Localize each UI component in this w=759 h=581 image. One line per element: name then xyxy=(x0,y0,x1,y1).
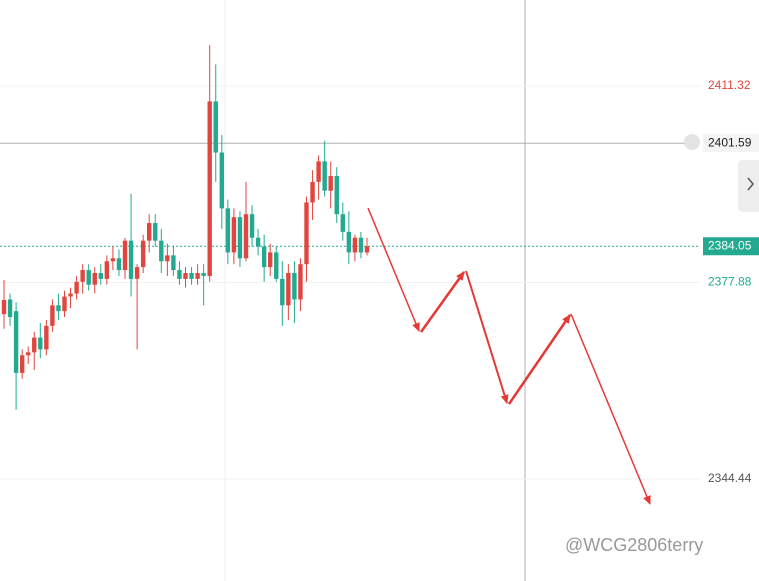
candle-body xyxy=(147,223,152,241)
candle-body xyxy=(352,237,358,253)
candle-body xyxy=(165,255,170,262)
candle-body xyxy=(364,246,370,253)
candle-body xyxy=(32,337,37,353)
candle-body xyxy=(334,176,339,215)
candle-body xyxy=(134,267,140,279)
candle-body xyxy=(261,246,267,268)
candle-body xyxy=(249,214,255,238)
candle-body xyxy=(122,240,128,271)
candle-body xyxy=(316,161,321,182)
candle-body xyxy=(50,305,55,326)
candle-body xyxy=(104,261,110,279)
candle-body xyxy=(1,300,7,315)
crosshair-label-bg xyxy=(703,134,759,153)
candle-body xyxy=(237,217,243,259)
candle-body xyxy=(340,214,345,232)
candle-body xyxy=(243,214,249,259)
side-tab[interactable] xyxy=(738,160,759,212)
watermark: @WCG2806terry xyxy=(565,535,703,555)
candle-body xyxy=(310,181,315,203)
y-tick-label: 2411.32 xyxy=(708,78,751,92)
candle-body xyxy=(177,270,182,279)
candle-body xyxy=(86,270,91,285)
candle-body xyxy=(13,311,19,373)
tab-arrow xyxy=(747,177,754,191)
candle-body xyxy=(62,296,67,312)
candle-body xyxy=(68,293,73,297)
candle-body xyxy=(231,217,237,253)
candle-body xyxy=(358,237,364,253)
candle-body xyxy=(26,352,31,356)
candle-body xyxy=(171,255,176,271)
candle-body xyxy=(98,272,103,279)
candle-body xyxy=(213,101,218,153)
candle-body xyxy=(298,264,303,300)
candle-body xyxy=(19,355,25,373)
candle-body xyxy=(116,258,122,271)
candle-body xyxy=(74,281,79,294)
candle-body xyxy=(255,237,261,247)
candle-body xyxy=(225,208,231,253)
candle-body xyxy=(140,240,146,268)
candle-body xyxy=(286,272,291,306)
arrow xyxy=(465,270,509,404)
candle-body xyxy=(183,272,188,279)
candle-body xyxy=(153,223,158,241)
candle-body xyxy=(346,231,352,253)
candle-body xyxy=(110,258,116,262)
candle-body xyxy=(56,305,61,312)
candle-body xyxy=(268,252,273,268)
candle-body xyxy=(304,202,309,265)
last-price-label: 2384.05 xyxy=(708,238,752,252)
alert-icon[interactable] xyxy=(684,134,700,150)
candle-body xyxy=(219,152,224,209)
candle-body xyxy=(128,240,134,279)
candle-body xyxy=(280,278,285,306)
candle-body xyxy=(80,270,85,282)
candle-body xyxy=(328,176,333,191)
candle-body xyxy=(207,101,212,276)
candle-body xyxy=(7,299,13,318)
projection xyxy=(367,207,651,505)
arrow xyxy=(570,313,651,505)
candle-body xyxy=(322,161,327,191)
arrow xyxy=(419,271,466,333)
y-tick-label: 2344.44 xyxy=(708,471,752,485)
candle-body xyxy=(189,272,194,279)
candle-body xyxy=(195,272,200,279)
candle-body xyxy=(159,240,164,262)
candle-body xyxy=(274,252,279,279)
arrow xyxy=(367,207,420,332)
candle-body xyxy=(292,272,297,300)
arrow xyxy=(507,314,572,405)
candle-body xyxy=(38,337,43,350)
candle-body xyxy=(44,325,49,350)
candle-body xyxy=(92,272,97,285)
candle-body xyxy=(201,272,206,276)
y-tick-label: 2377.88 xyxy=(708,275,752,289)
crosshair-label: 2401.59 xyxy=(708,135,752,149)
last-price-bg xyxy=(703,237,759,256)
